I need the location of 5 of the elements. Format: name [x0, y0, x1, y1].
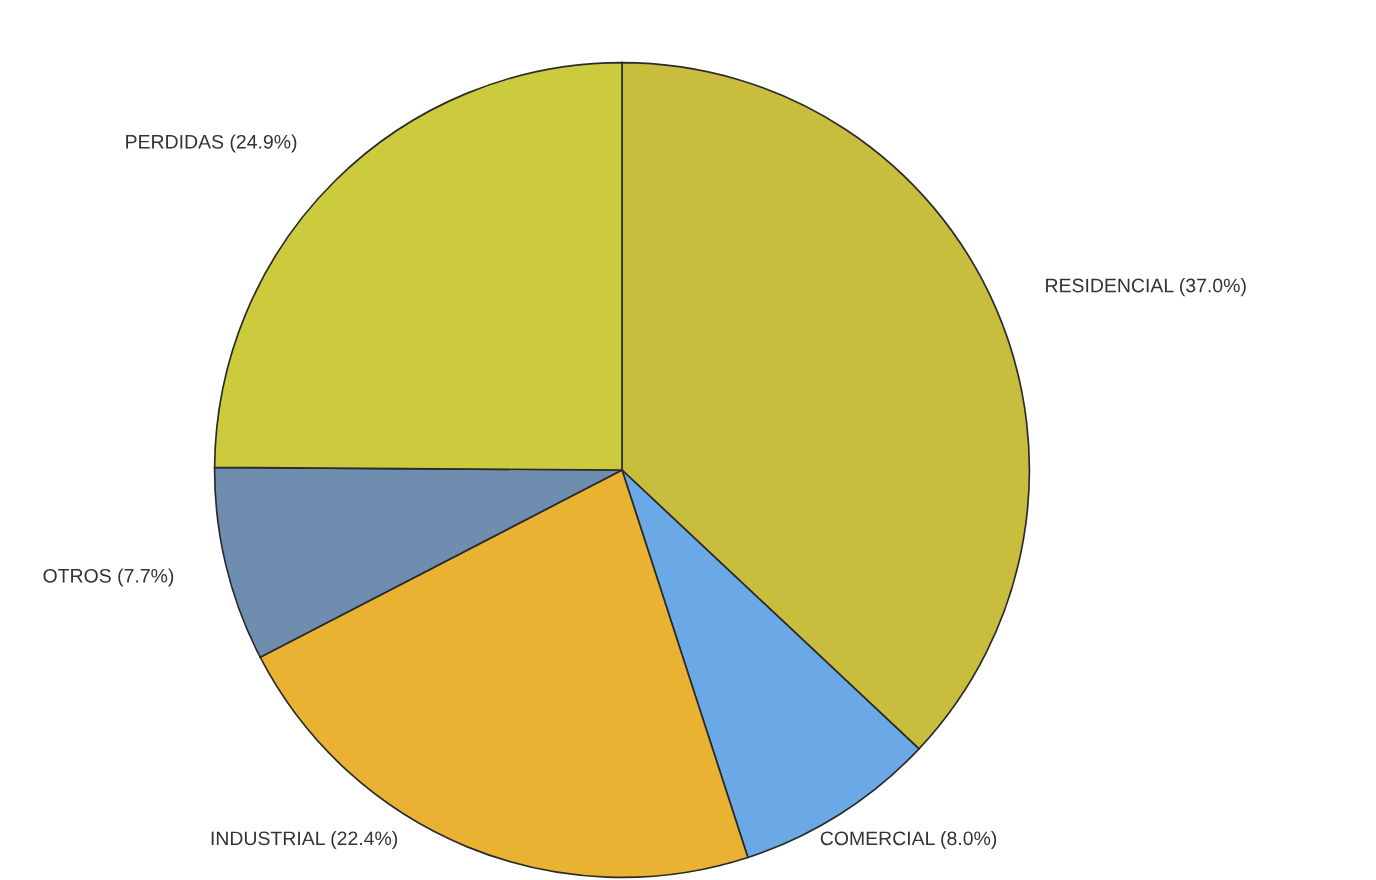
slice-label: OTROS (7.7%) — [43, 568, 174, 587]
slice-label: PERDIDAS (24.9%) — [126, 134, 297, 153]
slice-label: RESIDENCIAL (37.0%) — [1046, 278, 1246, 297]
slice-label: INDUSTRIAL (22.4%) — [211, 830, 398, 850]
slice-label: COMERCIAL (8.0%) — [820, 830, 997, 850]
